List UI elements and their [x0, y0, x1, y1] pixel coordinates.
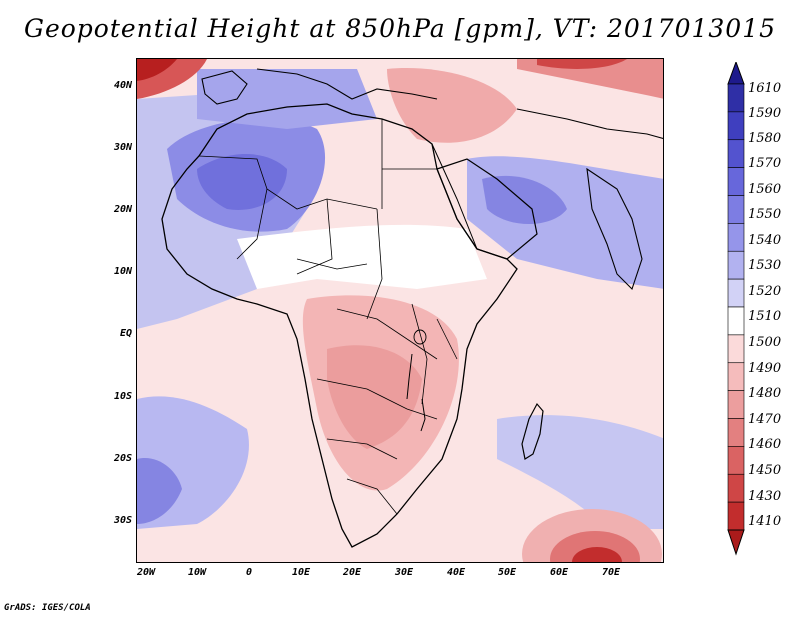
colorbar-bottom-arrow	[727, 529, 745, 556]
colorbar-cell	[727, 334, 745, 364]
field-white-band-sahel	[237, 224, 487, 289]
africa-coastline	[161, 103, 518, 548]
colorbar-label-1530: 1530	[748, 258, 782, 273]
field-blue-region-south-indian	[497, 415, 663, 529]
colorbar-cell	[727, 83, 745, 113]
colorbar-label-1520: 1520	[748, 284, 782, 299]
field-low-northeast-core	[537, 59, 627, 69]
colorbar-top-arrow	[727, 62, 745, 85]
field-low-northwest-core	[137, 59, 177, 81]
lat-label-30n: 30N	[113, 142, 132, 153]
colorbar-label-1610: 1610	[748, 81, 782, 96]
lon-label-30e: 30E	[394, 567, 414, 578]
lat-label-eq: EQ	[119, 328, 132, 339]
field-red-region-middle-east	[387, 68, 517, 143]
colorbar-label-1490: 1490	[748, 361, 782, 376]
colorbar-cell	[727, 195, 745, 224]
colorbar-label-1560: 1560	[748, 182, 782, 197]
colorbar-label-1570: 1570	[748, 156, 782, 171]
colorbar-cell	[727, 139, 745, 168]
field-core-blue-sahara	[197, 154, 287, 210]
colorbar-cell	[727, 390, 745, 419]
madagascar-coastline	[521, 402, 544, 460]
colorbar-label-1540: 1540	[748, 233, 782, 248]
lat-label-40n: 40N	[113, 80, 132, 91]
lat-label-10s: 10S	[113, 391, 132, 402]
colorbar-cell	[727, 111, 745, 141]
lon-label-40e: 40E	[446, 567, 466, 578]
europe-coastline	[256, 68, 438, 100]
colorbar-cell	[727, 250, 745, 280]
lat-label-20n: 20N	[113, 204, 132, 215]
lon-label-10e: 10E	[291, 567, 311, 578]
colorbar-label-1510: 1510	[748, 309, 782, 324]
field-blue-region-mediterranean	[197, 69, 377, 129]
lon-label-0: 0	[245, 567, 253, 578]
lon-label-20w: 20W	[136, 567, 156, 578]
colorbar-label-1580: 1580	[748, 131, 782, 146]
colorbar-label-1550: 1550	[748, 207, 782, 222]
lon-label-70e: 70E	[601, 567, 621, 578]
field-core-blue-south-atlantic	[137, 458, 182, 524]
colorbar-label-1410: 1410	[748, 514, 782, 529]
colorbar-cell	[727, 501, 745, 531]
colorbar-label-1480: 1480	[748, 386, 782, 401]
field-low-northeast	[517, 59, 663, 99]
lake-victoria	[413, 329, 427, 345]
lat-label-10n: 10N	[113, 266, 132, 277]
colorbar-label-1460: 1460	[748, 437, 782, 452]
lat-label-20s: 20S	[113, 453, 132, 464]
colorbar-label-1470: 1470	[748, 412, 782, 427]
lon-label-50e: 50E	[497, 567, 517, 578]
geopotential-field-map	[137, 59, 663, 562]
lon-label-60e: 60E	[549, 567, 569, 578]
colorbar-label-1500: 1500	[748, 335, 782, 350]
colorbar-cell	[727, 418, 745, 447]
colorbar-label-1430: 1430	[748, 489, 782, 504]
colorbar-cell	[727, 167, 745, 196]
arabia-coastline	[436, 158, 538, 260]
lon-label-10w: 10W	[187, 567, 207, 578]
iberia-coastline	[201, 70, 248, 105]
colorbar-cell	[727, 446, 745, 475]
field-low-south-indian-core	[572, 547, 622, 562]
colorbar-cell	[727, 278, 745, 308]
map-plot-area	[136, 58, 664, 563]
colorbar-graphic	[727, 62, 745, 556]
red-sea-coast	[431, 143, 478, 250]
lake-tanganyika	[406, 353, 413, 400]
map-title: Geopotential Height at 850hPa [gpm], VT:…	[23, 14, 777, 43]
colorbar-cell	[727, 306, 745, 336]
colorbar-cell	[727, 473, 745, 503]
national-borders	[198, 119, 458, 515]
colorbar-label-1590: 1590	[748, 106, 782, 121]
asia-coastline	[516, 108, 663, 140]
lat-label-30s: 30S	[113, 515, 132, 526]
colorbar-cell	[727, 362, 745, 391]
colorbar-cell	[727, 223, 745, 252]
grads-credit: GrADS: IGES/COLA	[4, 603, 91, 613]
india-coastline	[586, 167, 643, 291]
lake-malawi	[420, 398, 426, 432]
field-core-blue-arabia	[482, 175, 567, 224]
lon-label-20e: 20E	[342, 567, 362, 578]
field-core-red-southern-africa	[327, 345, 422, 449]
colorbar-label-1450: 1450	[748, 463, 782, 478]
